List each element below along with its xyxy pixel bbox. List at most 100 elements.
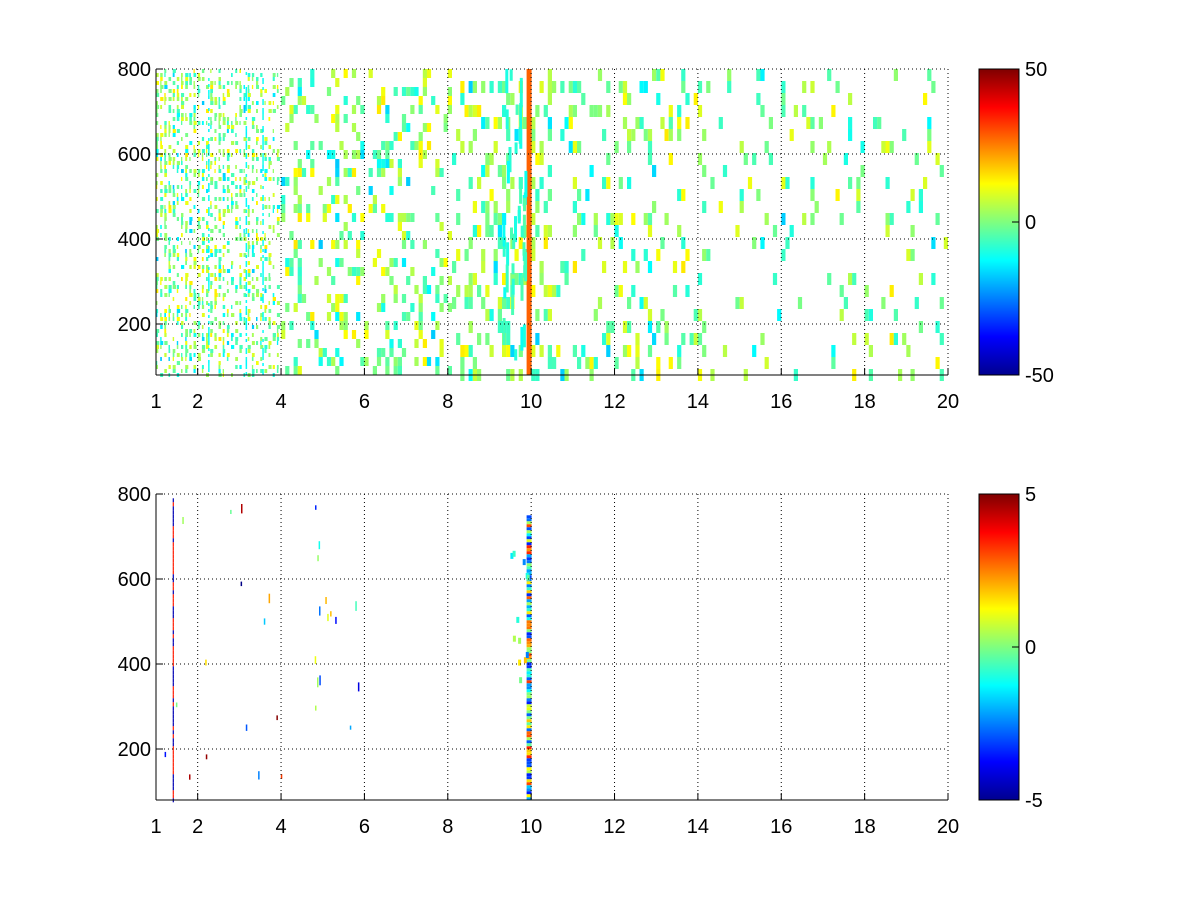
heatmap-cell (314, 656, 317, 664)
heatmap-cell (526, 752, 532, 756)
heatmap-cell (839, 285, 844, 297)
heatmap-cell (526, 773, 532, 777)
heatmap-cell (206, 301, 209, 305)
heatmap-cell (460, 345, 465, 357)
heatmap-cell (468, 345, 473, 357)
heatmap-cell (239, 189, 242, 193)
heatmap-cell (210, 273, 214, 277)
heatmap-cell (668, 105, 673, 117)
heatmap-cell (181, 197, 185, 201)
heatmap-cell (526, 674, 532, 678)
heatmap-cell (226, 325, 230, 329)
heatmap-cell (206, 265, 209, 269)
heatmap-cell (160, 209, 163, 213)
heatmap-cell (231, 281, 234, 285)
heatmap-cell (172, 506, 174, 511)
heatmap-cell (347, 204, 352, 213)
heatmap-cell (356, 339, 361, 348)
heatmap-cell (189, 253, 193, 257)
heatmap-cell (172, 201, 175, 205)
heatmap-cell (406, 87, 411, 96)
heatmap-cell (848, 93, 853, 105)
heatmap-cell (368, 69, 373, 78)
heatmap-cell (172, 794, 174, 799)
heatmap-cell (208, 246, 210, 249)
heatmap-cell (176, 285, 179, 289)
heatmap-cell (185, 77, 189, 81)
heatmap-cell (272, 297, 276, 301)
heatmap-cell (208, 93, 210, 96)
heatmap-cell (218, 249, 222, 253)
heatmap-cell (697, 273, 703, 285)
heatmap-cell (172, 774, 174, 779)
heatmap-cell (222, 137, 225, 141)
heatmap-cell (210, 161, 213, 165)
heatmap-cell (264, 101, 266, 105)
heatmap-cell (208, 276, 210, 279)
heatmap-cell (210, 153, 214, 157)
heatmap-cell (226, 125, 231, 129)
heatmap-cell (230, 509, 232, 514)
heatmap-cell (218, 101, 220, 105)
heatmap-cell (506, 129, 511, 141)
heatmap-cell (406, 312, 411, 321)
heatmap-cell (226, 341, 230, 345)
heatmap-cell (264, 317, 267, 321)
heatmap-cell (239, 301, 242, 305)
heatmap-cell (339, 294, 344, 303)
heatmap-cell (218, 157, 220, 161)
heatmap-cell (764, 357, 769, 369)
heatmap-cell (168, 309, 171, 313)
heatmap-cell (235, 193, 239, 197)
heatmap-cell (760, 333, 765, 345)
heatmap-cell (526, 587, 532, 591)
heatmap-cell (172, 674, 174, 679)
heatmap-cell (264, 205, 268, 209)
heatmap-cell (164, 189, 168, 193)
heatmap-cell (193, 173, 196, 177)
heatmap-cell (518, 659, 522, 666)
heatmap-cell (164, 245, 167, 249)
heatmap-cell (647, 309, 653, 321)
heatmap-cell (251, 101, 254, 105)
heatmap-cell (168, 181, 170, 185)
heatmap-cell (256, 317, 258, 321)
heatmap-cell (245, 231, 248, 234)
heatmap-cell (639, 297, 644, 309)
heatmap-cell (464, 285, 469, 297)
heatmap-cell (160, 141, 162, 145)
heatmap-cell (756, 93, 761, 105)
heatmap-cell (468, 81, 473, 93)
heatmap-cell (206, 225, 209, 229)
heatmap-cell (247, 205, 250, 209)
heatmap-cell (514, 249, 519, 261)
heatmap-cell (210, 121, 213, 125)
heatmap-cell (802, 81, 807, 93)
heatmap-cell (505, 109, 509, 129)
y-tick-label: 600 (118, 569, 151, 591)
heatmap-cell (262, 117, 264, 120)
heatmap-cell (743, 153, 748, 165)
heatmap-cell (156, 277, 159, 281)
heatmap-cell (310, 105, 315, 114)
heatmap-cell (526, 725, 532, 729)
heatmap-cell (172, 518, 174, 523)
heatmap-cell (156, 345, 159, 349)
heatmap-cell (526, 734, 532, 738)
heatmap-cell (264, 237, 267, 241)
heatmap-cell (235, 329, 239, 333)
heatmap-cell (272, 337, 276, 341)
heatmap-cell (172, 550, 174, 555)
heatmap-cell (172, 606, 174, 611)
heatmap-cell (568, 117, 573, 129)
heatmap-cell (889, 213, 894, 225)
heatmap-cell (172, 570, 174, 575)
heatmap-cell (506, 189, 511, 201)
heatmap-cell (245, 300, 248, 303)
heatmap-cell (326, 357, 332, 366)
heatmap-cell (189, 81, 192, 85)
heatmap-cell (218, 117, 221, 121)
heatmap-cell (206, 189, 209, 193)
heatmap-cell (247, 93, 251, 97)
heatmap-cell (381, 87, 386, 96)
